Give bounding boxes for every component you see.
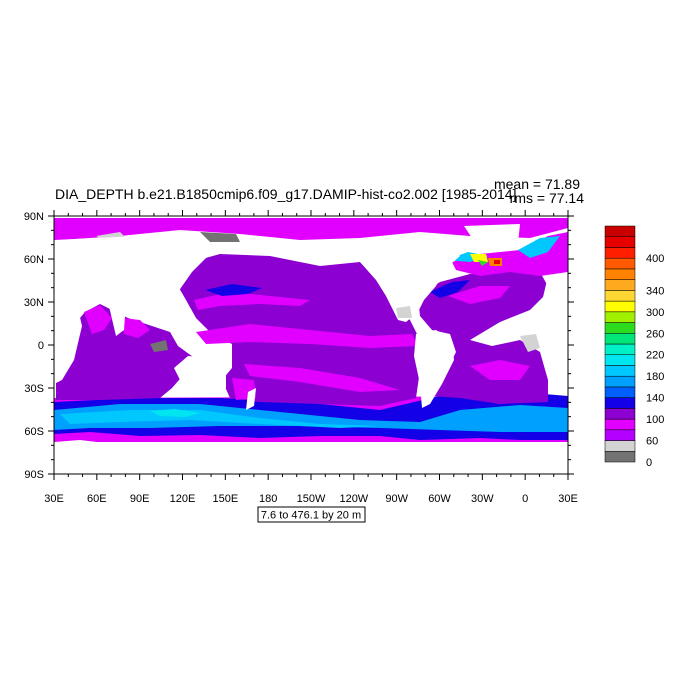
colorbar-box <box>604 397 636 409</box>
colorbar-box <box>604 322 636 334</box>
colorbar-box <box>604 290 636 302</box>
south-america-land <box>414 330 454 408</box>
west-africa-land <box>540 272 568 380</box>
kuroshio-blue <box>205 284 262 296</box>
colorbar-box <box>604 375 636 388</box>
x-tick-labels: 30E 60E 90E 120E 150E 180 150W 120W 90W 60W 30W 0 30… <box>44 493 578 505</box>
colorbar-box <box>604 429 636 441</box>
arctic-magenta <box>54 218 568 240</box>
colorbar-box <box>604 300 636 313</box>
x-tick-label: 120E <box>170 493 196 505</box>
x-tick-label: 60E <box>87 493 107 505</box>
contour-info-box <box>257 506 366 523</box>
kuroshio-magenta <box>194 292 310 310</box>
equatorial-pacific-magenta <box>196 324 418 348</box>
y-tick-label: 30S <box>24 383 44 395</box>
colorbar-box <box>604 236 636 248</box>
colorbar-box <box>604 365 636 377</box>
southern-ocean-cyan <box>60 410 380 428</box>
colorbar-box <box>604 311 636 323</box>
new-zealand-land <box>246 388 256 410</box>
india-land <box>108 302 126 336</box>
north-atlantic-magenta <box>448 286 510 304</box>
mean-text: mean = 71.89 <box>494 176 580 192</box>
indonesia-gray <box>150 340 168 352</box>
contour-info: 7.6 to 476.1 by 20 m <box>261 510 361 522</box>
colorbar-box <box>604 343 636 355</box>
colorbar-label: 260 <box>646 328 664 340</box>
colorbar-label: 220 <box>646 350 664 362</box>
south-atlantic-magenta <box>470 360 530 380</box>
rms-text: rms = 77.14 <box>510 190 585 206</box>
y-tick-labels: 90N 60N 30N 0 30S 60S 90S <box>24 211 44 481</box>
x-tick-label: 90W <box>385 493 408 505</box>
x-tick-label: 0 <box>522 493 528 505</box>
colorbar-label: 140 <box>646 393 664 405</box>
colorbar-box <box>604 408 636 420</box>
colorbar-label: 300 <box>646 307 664 319</box>
colorbar-box <box>604 440 636 452</box>
colorbar-label: 340 <box>646 285 664 297</box>
chart-title: DIA_DEPTH b.e21.B1850cmip6.f09_g17.DAMIP… <box>55 186 517 202</box>
x-tick-label: 150E <box>212 493 238 505</box>
x-tick-label: 90E <box>130 493 150 505</box>
australia-land <box>174 356 226 392</box>
colorbar-box <box>604 268 636 280</box>
north-america-land <box>360 232 460 322</box>
x-tick-label: 60W <box>428 493 451 505</box>
y-tick-label: 0 <box>38 340 44 352</box>
colorbar-label: 100 <box>646 414 664 426</box>
colorbar-box <box>604 333 636 345</box>
south-pacific-magenta <box>244 364 400 392</box>
colorbar-box <box>604 247 636 259</box>
colorbar-box <box>604 257 636 270</box>
y-tick-label: 60N <box>24 254 44 266</box>
gulf-stream-blue <box>430 280 470 298</box>
colorbar-label: 0 <box>646 457 652 469</box>
labrador-yellow <box>470 254 488 262</box>
greenland-land <box>464 224 520 252</box>
seas-gray <box>520 334 540 352</box>
y-tick-label: 90S <box>24 469 44 481</box>
bay-of-bengal-magenta <box>122 318 150 338</box>
colorbar-box <box>604 451 636 463</box>
arabian-sea-magenta <box>84 305 112 334</box>
colorbar-label: 60 <box>646 436 658 448</box>
colorbar-label: 180 <box>646 371 664 383</box>
axis-ticks <box>48 210 574 480</box>
map-field <box>54 216 568 474</box>
colorbar-box <box>604 279 636 291</box>
asia-land <box>54 232 214 302</box>
colorbar-box <box>604 386 636 398</box>
x-tick-label: 30E <box>558 493 578 505</box>
y-tick-label: 30N <box>24 297 44 309</box>
labrador-red <box>494 260 500 264</box>
x-tick-label: 30W <box>471 493 494 505</box>
colorbar-box <box>604 225 636 237</box>
arctic-darkgray <box>200 232 240 242</box>
southern-ocean-teal <box>150 409 200 417</box>
y-tick-label: 90N <box>24 211 44 223</box>
antarctica-land <box>54 442 568 474</box>
gulf-gray <box>396 306 412 318</box>
africa-land <box>54 300 82 384</box>
colorbar-labels: 0 60 100 140 180 220 260 300 340 400 <box>646 253 664 469</box>
colorbar-box <box>604 354 636 366</box>
labrador-green <box>478 260 488 266</box>
x-tick-label: 180 <box>259 493 277 505</box>
y-tick-label: 60S <box>24 426 44 438</box>
colorbar-box <box>604 418 636 431</box>
x-tick-label: 30E <box>44 493 64 505</box>
colorbar <box>604 225 636 463</box>
greenland-cyan <box>518 236 560 258</box>
x-tick-label: 150W <box>297 493 326 505</box>
colorbar-label: 400 <box>646 253 664 265</box>
x-tick-label: 120W <box>339 493 368 505</box>
